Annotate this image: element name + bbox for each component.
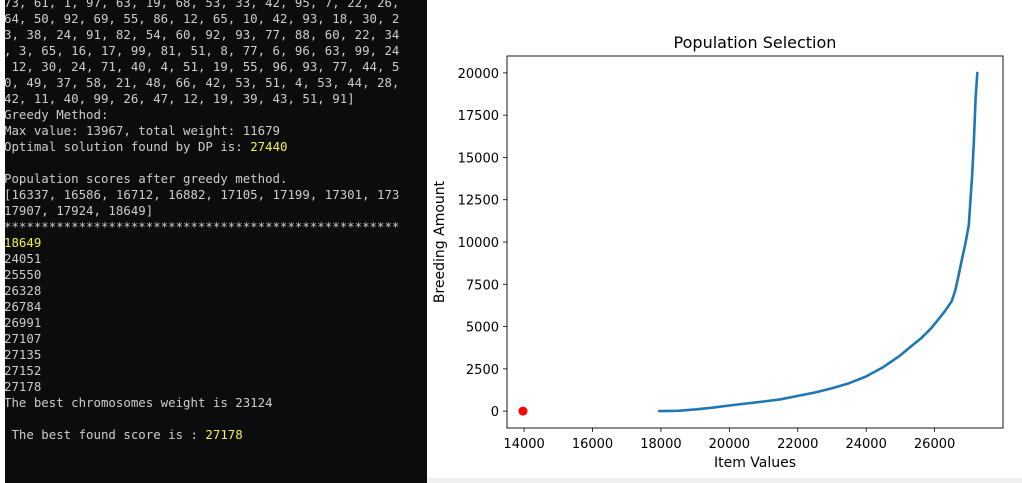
terminal-text: 42, 11, 40, 99, 26, 47, 12, 19, 39, 43, … [4,91,355,106]
terminal-line: 25550 [4,267,427,283]
terminal-line: The best chromosomes weight is 23124 [4,395,427,411]
y-tick-label: 2500 [466,363,499,378]
terminal-text: 27178 [4,379,42,394]
points-group [518,406,528,416]
highlighted-value: 27440 [250,139,288,154]
terminal-line: , 3, 65, 16, 17, 99, 81, 51, 8, 77, 6, 9… [4,43,427,59]
data-point [518,406,528,416]
terminal-text: 17907, 17924, 18649] [4,203,154,218]
terminal-text: 27107 [4,331,42,346]
terminal-text: ****************************************… [4,219,400,234]
series-group [657,71,979,413]
terminal-line: 18649 [4,235,427,251]
terminal-line: 26784 [4,299,427,315]
terminal-text: Population scores after greedy method. [4,171,288,186]
x-tick-label: 26000 [914,437,955,452]
terminal-text: 12, 30, 24, 71, 40, 4, 51, 19, 55, 96, 9… [4,59,400,74]
terminal-line: 27107 [4,331,427,347]
terminal-text: 26328 [4,283,42,298]
terminal-line: 26328 [4,283,427,299]
terminal-line: [16337, 16586, 16712, 16882, 17105, 1719… [4,187,427,203]
terminal-text: 26784 [4,299,42,314]
terminal-left-border [0,0,5,483]
terminal-line: Max value: 13967, total weight: 11679 [4,123,427,139]
y-tick-label: 15000 [458,151,499,166]
y-tick-label: 10000 [458,236,499,251]
y-tick-label: 7500 [466,278,499,293]
terminal-line: 27135 [4,347,427,363]
x-axis-label: Item Values [714,455,796,471]
terminal-line: Population scores after greedy method. [4,171,427,187]
terminal-text: 27135 [4,347,42,362]
terminal-text: 73, 61, 1, 97, 63, 19, 68, 53, 33, 42, 9… [4,0,400,10]
terminal-line: 12, 30, 24, 71, 40, 4, 51, 19, 55, 96, 9… [4,59,427,75]
y-axis-label: Breeding Amount [432,180,448,303]
terminal-text: 64, 50, 92, 69, 55, 86, 12, 65, 10, 42, … [4,11,400,26]
highlighted-value: 18649 [4,235,42,250]
chart-title: Population Selection [674,33,837,52]
x-axis-ticks: 14000 16000 18000 20000 22000 24000 26000 [503,428,955,452]
x-tick-label: 22000 [777,437,818,452]
x-tick-label: 14000 [503,437,544,452]
terminal-line: 17907, 17924, 18649] [4,203,427,219]
population-selection-chart: 14000 16000 18000 20000 22000 24000 26000 0 250… [432,33,1004,471]
x-tick-label: 16000 [572,437,613,452]
terminal-line: 64, 50, 92, 69, 55, 86, 12, 65, 10, 42, … [4,11,427,27]
terminal-line: 27178 [4,379,427,395]
highlighted-value: 27178 [205,427,243,442]
terminal-line: 73, 61, 1, 97, 63, 19, 68, 53, 33, 42, 9… [4,0,427,11]
y-tick-label: 0 [491,405,499,420]
plot-bottom-strip [427,478,1022,483]
terminal-line: 3, 38, 24, 91, 82, 54, 60, 92, 93, 77, 8… [4,27,427,43]
terminal-output: 73, 61, 1, 97, 63, 19, 68, 53, 33, 42, 9… [4,0,427,443]
y-tick-label: 17500 [458,109,499,124]
terminal-line: Greedy Method: [4,107,427,123]
terminal-text: The best chromosomes weight is 23124 [4,395,273,410]
terminal-text: , 3, 65, 16, 17, 99, 81, 51, 8, 77, 6, 9… [4,43,400,58]
terminal-line: 42, 11, 40, 99, 26, 47, 12, 19, 39, 43, … [4,91,427,107]
terminal-text: 25550 [4,267,42,282]
plot-area-frame [506,55,1004,429]
y-axis-ticks: 0 2500 5000 7500 10000 12500 15000 17500 20000 [458,67,507,420]
y-tick-label: 5000 [466,321,499,336]
y-tick-label: 20000 [458,67,499,82]
terminal-text: Optimal solution found by DP is: [4,139,251,154]
terminal-line: Optimal solution found by DP is: 27440 [4,139,427,155]
x-tick-label: 20000 [709,437,750,452]
terminal-line [4,155,427,171]
y-tick-label: 12500 [458,194,499,209]
terminal-line: 0, 49, 37, 58, 21, 48, 66, 42, 53, 51, 4… [4,75,427,91]
terminal-text: 26991 [4,315,42,330]
terminal-text: 27152 [4,363,42,378]
terminal-line: The best found score is : 27178 [4,427,427,443]
terminal-text: 24051 [4,251,42,266]
terminal-line: 26991 [4,315,427,331]
terminal-text: 3, 38, 24, 91, 82, 54, 60, 92, 93, 77, 8… [4,27,400,42]
terminal-text: [16337, 16586, 16712, 16882, 17105, 1719… [4,187,400,202]
x-tick-label: 18000 [640,437,681,452]
terminal-window[interactable]: 73, 61, 1, 97, 63, 19, 68, 53, 33, 42, 9… [0,0,427,483]
terminal-text: Greedy Method: [4,107,109,122]
terminal-text: Max value: 13967, total weight: 11679 [4,123,281,138]
terminal-line: 27152 [4,363,427,379]
x-tick-label: 24000 [845,437,886,452]
terminal-line: 24051 [4,251,427,267]
series-line [657,71,979,413]
terminal-text: 0, 49, 37, 58, 21, 48, 66, 42, 53, 51, 4… [4,75,400,90]
terminal-line [4,411,427,427]
terminal-text: The best found score is : [4,427,206,442]
terminal-line: ****************************************… [4,219,427,235]
